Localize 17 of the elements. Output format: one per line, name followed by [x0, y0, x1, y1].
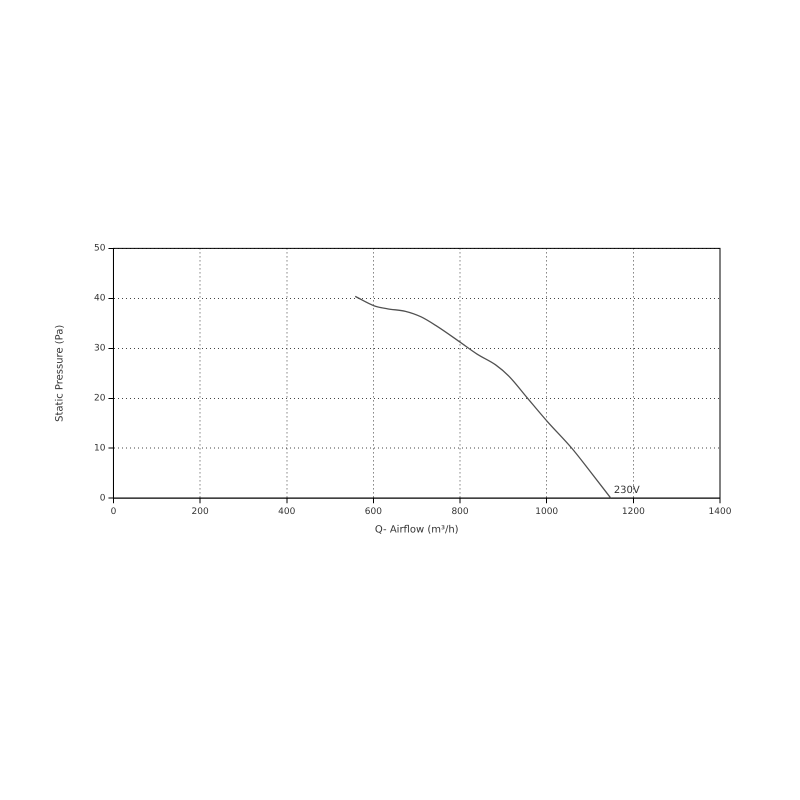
y-axis-title: Static Pressure (Pa): [54, 324, 66, 422]
y-tick-label: 40: [94, 294, 106, 304]
x-tick-label: 1000: [535, 506, 558, 517]
x-tick-label: 400: [278, 506, 296, 517]
x-axis-title: Q- Airflow (m³/h): [374, 524, 459, 536]
x-tick-label: 1400: [708, 506, 732, 517]
y-tick-label: 20: [94, 394, 106, 404]
y-tick-label: 0: [100, 494, 106, 504]
y-tick-label: 10: [94, 444, 106, 454]
annotation: 230V: [614, 484, 640, 496]
y-tick-label: 30: [94, 344, 106, 354]
x-tick-label: 200: [192, 506, 209, 517]
x-tick-label: 1200: [622, 506, 646, 517]
y-tick-label: 50: [94, 244, 106, 254]
x-tick-label: 800: [451, 506, 469, 517]
x-tick-label: 600: [364, 506, 382, 517]
x-tick-label: 0: [110, 506, 117, 517]
